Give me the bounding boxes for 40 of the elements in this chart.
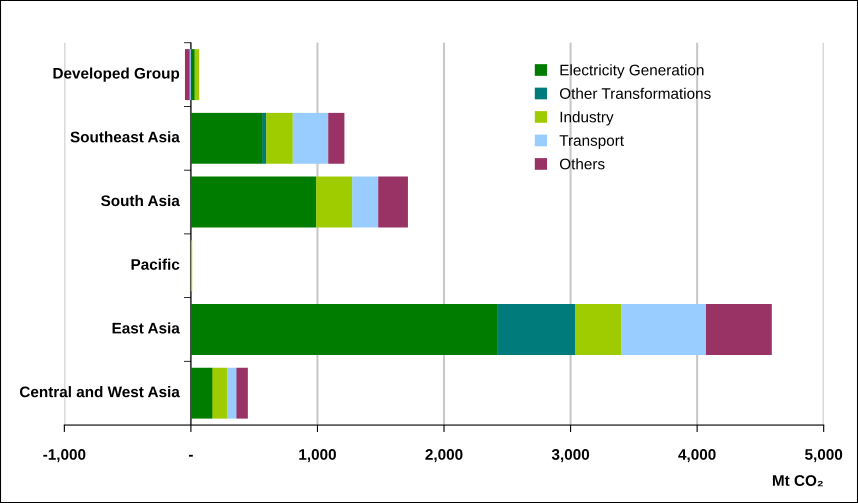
x-tick-label: 1,000 <box>299 449 336 462</box>
legend-label: Industry <box>560 111 614 126</box>
bar <box>266 112 293 164</box>
bar <box>262 112 266 164</box>
bar <box>184 49 190 100</box>
y-tick-label: Southeast Asia <box>70 131 180 142</box>
bar <box>190 112 262 164</box>
bar <box>190 304 498 355</box>
y-tick-label: Developed Group <box>53 67 180 82</box>
bar <box>328 112 344 164</box>
x-tick-label: -1,000 <box>43 449 86 462</box>
bar <box>236 368 248 419</box>
x-axis-title: Mt CO₂ <box>772 475 823 486</box>
bar <box>316 176 352 228</box>
bar <box>194 49 200 100</box>
legend-label: Other Transformations <box>560 88 711 99</box>
y-tick-label: South Asia <box>101 194 180 206</box>
y-tick-label: Central and West Asia <box>20 386 180 398</box>
bar <box>212 368 227 419</box>
bar <box>378 176 408 228</box>
x-tick-label: 2,000 <box>425 449 463 462</box>
bar <box>190 176 316 228</box>
bar <box>352 176 378 228</box>
y-tick-label: Pacific <box>132 258 180 270</box>
x-tick-label: 5,000 <box>805 449 842 462</box>
bar <box>226 368 236 419</box>
x-tick-label: 3,000 <box>552 449 590 462</box>
bar <box>706 304 772 355</box>
bar <box>575 304 622 355</box>
bar <box>190 49 195 100</box>
bar <box>292 112 328 164</box>
bar <box>498 304 575 355</box>
bar <box>621 304 706 355</box>
legend-label: Others <box>560 158 605 170</box>
legend-label: Transport <box>560 135 624 149</box>
legend-label: Electricity Generation <box>560 64 704 78</box>
y-tick-label: East Asia <box>112 322 180 334</box>
x-tick-label: 4,000 <box>678 449 716 462</box>
x-tick-label: - <box>188 454 193 457</box>
bar <box>190 368 212 419</box>
